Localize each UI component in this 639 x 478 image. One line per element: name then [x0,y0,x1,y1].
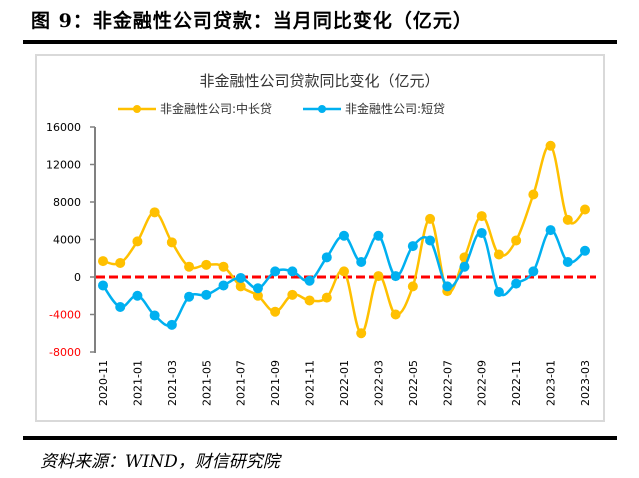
data-point [166,319,177,330]
top-rule [23,40,617,44]
y-tick-label: 0 [74,271,81,284]
data-point [201,289,212,300]
data-point [356,257,367,267]
x-tick-label: 2022-07 [441,360,454,406]
x-tick-label: 2021-05 [200,360,213,406]
y-tick-label: -4000 [49,309,81,322]
data-point [459,261,470,272]
data-point [356,328,367,339]
data-point [407,241,418,252]
data-point [201,259,212,270]
data-point [252,290,263,301]
data-point [235,272,246,283]
y-axis: 16000 12000 8000 4000 0 -4000 -8000 [46,121,96,359]
data-point [270,266,281,277]
data-point [115,302,126,312]
data-point [407,281,418,292]
data-point [339,266,349,277]
data-point [218,261,229,272]
series-group [98,140,590,339]
data-point [390,271,401,282]
x-tick-label: 2020-11 [97,360,110,406]
data-point [339,230,349,241]
series-short-term-loans [98,225,590,330]
data-point [580,245,590,256]
data-point [132,236,143,247]
y-tick-label: 12000 [46,159,81,172]
bottom-rule [23,436,617,440]
legend-label: 非金融性公司:短贷 [345,101,445,116]
data-point [184,261,195,272]
data-point [442,281,453,292]
data-point [321,292,332,303]
legend-marker [133,105,141,113]
y-tick-label: 4000 [53,234,81,247]
data-point [493,249,504,260]
y-tick-label: 16000 [46,121,81,134]
legend-item: 非金融性公司:短贷 [303,101,445,116]
legend-marker [318,105,326,113]
data-point [252,283,263,294]
legend-label: 非金融性公司:中长贷 [160,101,272,116]
data-point [562,257,573,267]
y-tick-label: 8000 [53,196,81,209]
x-tick-label: 2021-01 [131,360,144,406]
x-tick-label: 2021-09 [269,360,282,406]
data-point [476,211,487,222]
data-point [321,252,332,263]
data-point [149,207,160,218]
series-medium-long-term-loans [98,140,590,339]
data-point [149,310,160,321]
x-tick-label: 2021-03 [166,360,179,406]
data-point [270,306,281,317]
data-point [580,204,590,215]
data-point [287,266,298,277]
data-point [184,291,195,302]
x-tick-label: 2022-11 [510,360,523,406]
x-tick-label: 2022-05 [407,360,420,406]
chart-title: 非金融性公司贷款同比变化（亿元） [199,72,440,90]
data-point [528,189,539,200]
data-point [132,290,143,301]
data-point [304,275,315,286]
data-point [511,235,522,246]
data-point [373,230,384,241]
legend: 非金融性公司:中长贷 非金融性公司:短贷 [118,101,445,116]
x-axis: 2020-11 2021-01 2021-03 2021-05 2021-07 2021-… [97,360,592,406]
data-point [98,256,108,267]
source-note: 资料来源：WIND，财信研究院 [40,452,280,472]
x-tick-label: 2021-11 [304,360,317,406]
y-tick-label: -8000 [49,346,81,359]
data-point [390,309,401,320]
data-point [115,257,126,268]
data-point [373,271,384,282]
data-point [425,235,436,246]
chart-frame [35,54,605,422]
data-point [235,281,246,292]
data-point [511,278,522,289]
data-point [562,214,573,225]
data-point [218,280,229,291]
data-point [166,237,177,248]
data-point [425,213,436,224]
data-point [98,280,108,291]
x-tick-label: 2021-07 [235,360,248,406]
data-point [528,266,539,277]
x-tick-label: 2023-03 [579,360,592,406]
x-tick-label: 2022-09 [476,360,489,406]
data-point [287,289,298,300]
data-point [545,140,556,151]
data-point [476,227,487,238]
figure-title: 图 9：非金融性公司贷款：当月同比变化（亿元） [31,10,473,32]
x-tick-label: 2022-01 [338,360,351,406]
x-tick-label: 2023-01 [545,360,558,406]
x-tick-label: 2022-03 [372,360,385,406]
data-point [493,287,504,297]
data-point [545,225,556,236]
legend-item: 非金融性公司:中长贷 [118,101,272,116]
data-point [304,295,315,306]
